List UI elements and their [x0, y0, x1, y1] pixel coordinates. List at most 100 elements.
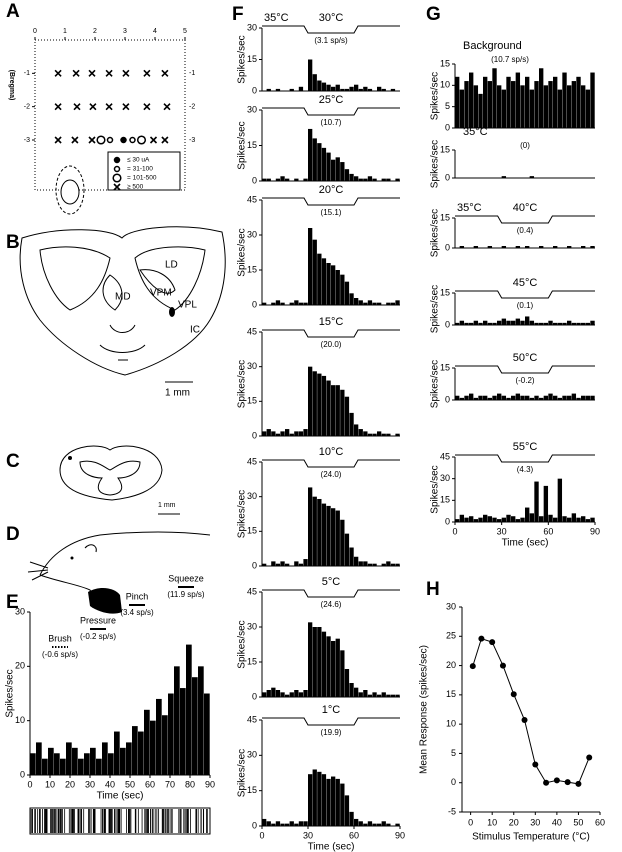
bar [262, 692, 267, 697]
x-tick-label: 0 [33, 28, 37, 35]
baseline-temperature: 35°C [457, 202, 482, 214]
bar [298, 86, 304, 91]
bar [340, 88, 345, 91]
y-axis-label: Spikes/sec [5, 669, 16, 717]
x-tick-label: 20 [65, 779, 75, 789]
legend-label: ≥ 500 [127, 184, 144, 191]
stimulus-trace [455, 290, 595, 299]
bar [317, 771, 322, 826]
bar [562, 395, 567, 400]
bar [262, 302, 267, 305]
bar [317, 253, 322, 305]
x-tick-label: 40 [552, 817, 562, 827]
stimulus-trace [262, 107, 400, 116]
bar [520, 320, 525, 325]
bar [372, 692, 377, 697]
y-axis-label: Spikes/sec [237, 360, 248, 408]
bar [515, 318, 521, 325]
y-axis-label: Spikes/sec [430, 285, 441, 333]
bar [266, 178, 271, 181]
bar [60, 758, 66, 775]
bar [534, 322, 539, 325]
bar [335, 778, 340, 826]
bar [90, 747, 96, 775]
bar [168, 693, 174, 775]
bar [381, 563, 386, 566]
point [564, 779, 571, 786]
response-rate: (-0.2) [515, 376, 534, 385]
site-marker [161, 69, 169, 77]
bar [585, 395, 591, 400]
response-rate: (0) [520, 141, 530, 150]
y-axis-label: Spikes/sec [237, 749, 248, 797]
bar [395, 823, 400, 826]
bar [506, 76, 511, 128]
bar [381, 433, 386, 436]
bar [354, 176, 359, 181]
bar [511, 81, 516, 128]
bar [308, 128, 313, 181]
point [586, 754, 593, 761]
bar [473, 85, 479, 128]
stimulus-temperature: 15°C [319, 316, 344, 328]
bar [204, 693, 210, 775]
y-tick-label: 0 [20, 769, 25, 779]
bar [186, 644, 192, 775]
bar [321, 774, 327, 826]
bar [501, 246, 507, 248]
bar [497, 519, 502, 522]
bar [543, 85, 549, 128]
y-axis-label: Spikes/sec [237, 490, 248, 538]
bar [372, 433, 377, 436]
y-tick-label: 25 [446, 631, 456, 641]
stimulus-temperature: 1°C [322, 704, 341, 716]
y-axis-label: Spikes/sec [430, 140, 441, 188]
bar [581, 246, 586, 248]
bar [529, 89, 535, 128]
y-tick-label: 0 [252, 691, 257, 701]
stimulus-trace [455, 365, 595, 374]
stimulus-name: Brush [48, 633, 72, 643]
x-tick-label: 50 [573, 817, 583, 827]
bar [363, 823, 368, 826]
bar [289, 692, 294, 697]
bar [548, 320, 553, 325]
x-tick-label: 20 [509, 817, 519, 827]
y-tick-label: 30 [446, 601, 456, 611]
region-label: LD [165, 260, 178, 271]
panel-label: C [6, 451, 20, 472]
point [532, 761, 539, 768]
bar [567, 246, 572, 248]
stimulus-trace [262, 329, 400, 338]
bar [543, 322, 549, 325]
bar [487, 322, 493, 325]
bar [275, 178, 281, 181]
bar [459, 397, 465, 400]
bar [363, 561, 368, 566]
bar [308, 774, 313, 826]
site-marker [143, 103, 151, 111]
bar [331, 265, 336, 305]
brain-icon [60, 179, 80, 205]
bar [275, 821, 281, 826]
bar [515, 246, 521, 248]
y-tick-label: 0 [252, 299, 257, 309]
y-axis-label: Spikes/sec [237, 121, 248, 169]
x-tick-label: 60 [543, 526, 553, 536]
region-label: VPM [150, 288, 172, 299]
bar [312, 627, 317, 697]
stimulus-temperature: 5°C [322, 576, 341, 588]
y-tick-label: 20 [15, 661, 25, 671]
bar [280, 431, 285, 436]
bar [363, 302, 368, 305]
raster [29, 807, 211, 835]
bar [344, 795, 350, 826]
y-tick-label: 15 [247, 396, 257, 406]
bar [590, 72, 595, 128]
bar [469, 322, 474, 325]
y-tick-label: 0 [252, 175, 257, 185]
y-tick-label: 45 [247, 456, 257, 466]
bar [358, 429, 363, 436]
y-tick-label: 30 [247, 621, 257, 631]
